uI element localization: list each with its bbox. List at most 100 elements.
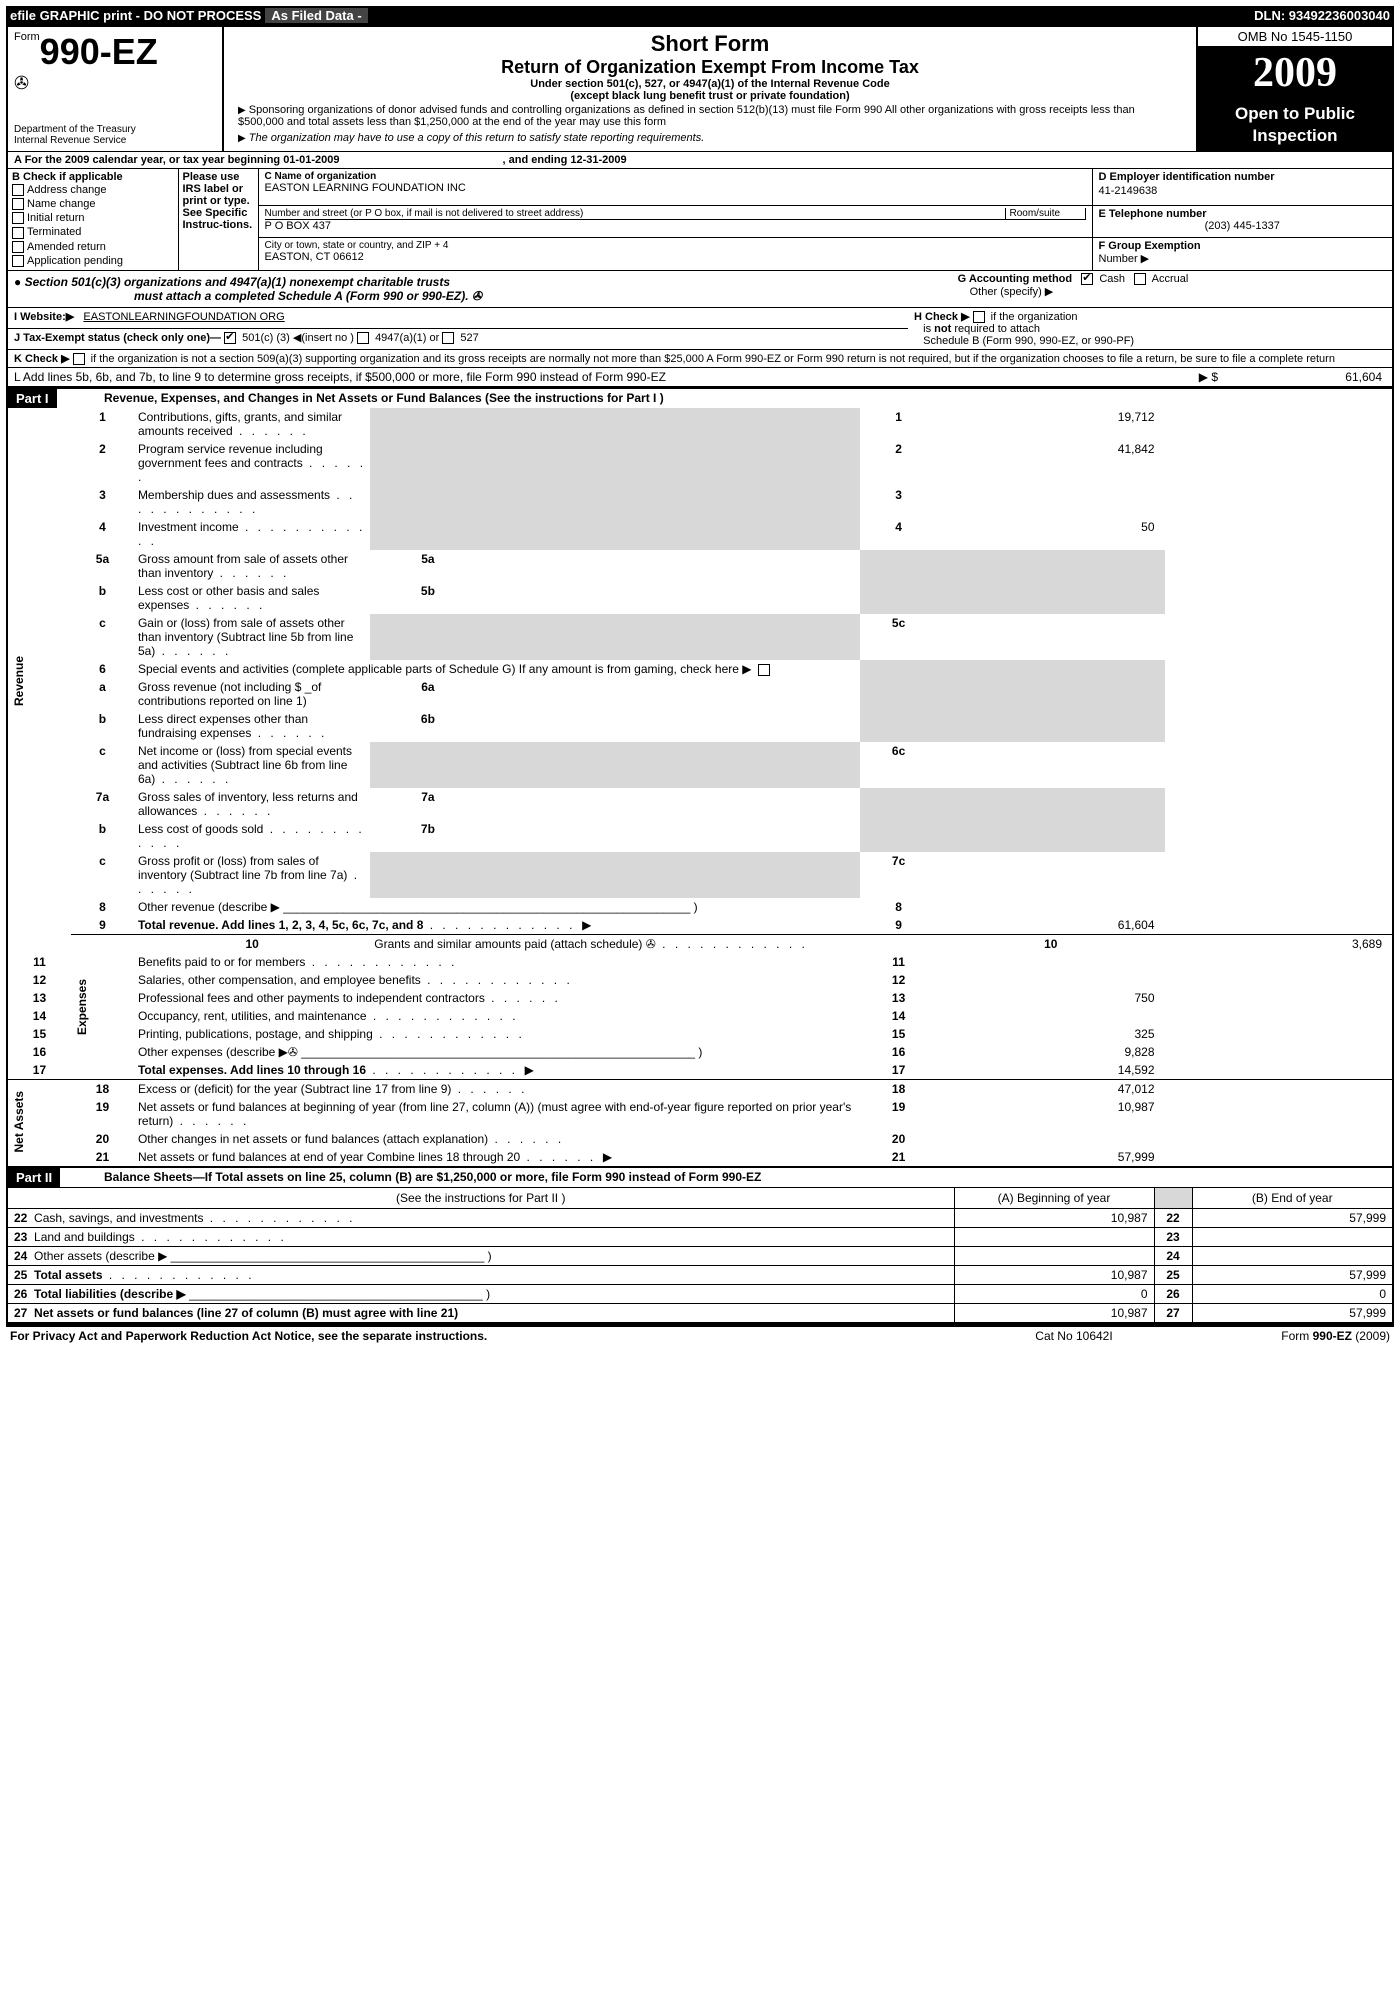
line-14-val xyxy=(937,1007,1164,1025)
line-10-val: 3,689 xyxy=(1165,934,1393,953)
tax-year: 2009 xyxy=(1198,47,1392,99)
line-4-desc: Investment income xyxy=(138,520,239,534)
sponsor-text-2: The organization may have to use a copy … xyxy=(249,132,705,144)
sec501-line2: must attach a completed Schedule A (Form… xyxy=(134,289,469,303)
bs-24-desc: Other assets (describe ▶ xyxy=(34,1249,167,1263)
bs-26-a: 0 xyxy=(954,1284,1154,1303)
line-15-val: 325 xyxy=(937,1025,1164,1043)
bs-23-a xyxy=(954,1227,1154,1246)
part2-desc: Balance Sheets—If Total assets on line 2… xyxy=(98,1167,1392,1187)
lbl-app-pending: Application pending xyxy=(27,255,123,267)
bs-27-a: 10,987 xyxy=(954,1303,1154,1322)
line-18-val: 47,012 xyxy=(937,1079,1164,1098)
l-text: L Add lines 5b, 6b, and 7b, to line 9 to… xyxy=(8,368,1162,387)
lbl-initial-return: Initial return xyxy=(27,212,84,224)
bs-25-desc: Total assets xyxy=(34,1268,102,1282)
side-expenses: Expenses xyxy=(71,934,134,1079)
k-label: K Check ▶ xyxy=(14,353,70,365)
efile-topbar: efile GRAPHIC print - DO NOT PROCESS As … xyxy=(6,6,1394,25)
g-accounting-label: G Accounting method xyxy=(958,273,1072,285)
bs-24-b xyxy=(1192,1246,1392,1265)
line-4-val: 50 xyxy=(937,518,1164,550)
lbl-4947: 4947(a)(1) or xyxy=(375,332,439,344)
privacy-notice: For Privacy Act and Paperwork Reduction … xyxy=(10,1329,487,1343)
sponsor-text-1: Sponsoring organizations of donor advise… xyxy=(238,104,1135,128)
org-city: EASTON, CT 06612 xyxy=(265,251,1086,263)
checkbox-terminated[interactable] xyxy=(12,227,24,239)
checkbox-cash[interactable] xyxy=(1081,273,1093,285)
bs-23-b xyxy=(1192,1227,1392,1246)
k-body: if the organization is not a section 509… xyxy=(91,353,1335,365)
checkbox-accrual[interactable] xyxy=(1134,273,1146,285)
checkbox-527[interactable] xyxy=(442,332,454,344)
lbl-501c3: 501(c) (3) ◀(insert no ) xyxy=(242,332,354,344)
lbl-accrual: Accrual xyxy=(1152,273,1189,285)
line-7c-desc: Gross profit or (loss) from sales of inv… xyxy=(138,854,347,882)
form-pre: Form xyxy=(14,31,40,43)
checkbox-name-change[interactable] xyxy=(12,198,24,210)
f-group-number: Number ▶ xyxy=(1099,253,1150,265)
line-7b-desc: Less cost of goods sold xyxy=(138,822,263,836)
bs-instructions: (See the instructions for Part II ) xyxy=(8,1187,954,1208)
bs-27-desc: Net assets or fund balances (line 27 of … xyxy=(34,1306,458,1320)
line-13-desc: Professional fees and other payments to … xyxy=(138,991,485,1005)
line-2-desc: Program service revenue including govern… xyxy=(138,442,323,470)
d-ein-value: 41-2149638 xyxy=(1099,183,1387,199)
b-check-header: B Check if applicable xyxy=(12,171,123,183)
lbl-amended: Amended return xyxy=(27,241,106,253)
dept-treasury: Department of the Treasury xyxy=(14,124,216,135)
bs-col-b: (B) End of year xyxy=(1192,1187,1392,1208)
line-2-val: 41,842 xyxy=(937,440,1164,486)
dln-label: DLN: 93492236003040 xyxy=(1254,8,1390,23)
bs-27-b: 57,999 xyxy=(1192,1303,1392,1322)
checkbox-address-change[interactable] xyxy=(12,184,24,196)
checkbox-initial-return[interactable] xyxy=(12,212,24,224)
g-other: Other (specify) ▶ xyxy=(958,285,1386,298)
e-phone-label: E Telephone number xyxy=(1099,208,1387,220)
bs-26-desc: Total liabilities (describe ▶ xyxy=(34,1287,186,1301)
checkbox-501c3[interactable] xyxy=(224,332,236,344)
form-number: 990-EZ xyxy=(40,31,158,72)
line-5c-val xyxy=(937,614,1164,660)
line-21-val: 57,999 xyxy=(937,1148,1164,1166)
org-name: EASTON LEARNING FOUNDATION INC xyxy=(265,182,1086,194)
line-9-desc: Total revenue. Add lines 1, 2, 3, 4, 5c,… xyxy=(138,918,423,932)
bs-24-a xyxy=(954,1246,1154,1265)
line-20-val xyxy=(937,1130,1164,1148)
checkbox-app-pending[interactable] xyxy=(12,255,24,267)
checkbox-k[interactable] xyxy=(73,353,85,365)
cat-no: Cat No 10642I xyxy=(974,1326,1174,1345)
part1-header: Part I xyxy=(8,389,57,408)
h-txt1: if the organization xyxy=(991,311,1078,323)
i-website-value: EASTONLEARNINGFOUNDATION ORG xyxy=(83,311,284,323)
efile-label: efile GRAPHIC print - DO NOT PROCESS xyxy=(10,8,261,23)
short-form-title: Short Form xyxy=(234,31,1186,57)
subtitle-2: (except black lung benefit trust or priv… xyxy=(234,90,1186,102)
subtitle-1: Under section 501(c), 527, or 4947(a)(1)… xyxy=(234,78,1186,90)
line-10-desc: Grants and similar amounts paid (attach … xyxy=(374,937,642,951)
city-label: City or town, state or country, and ZIP … xyxy=(265,240,1086,251)
part2-header: Part II xyxy=(8,1168,60,1187)
line-1-val: 19,712 xyxy=(937,408,1164,440)
line-a-ending: , and ending 12-31-2009 xyxy=(503,154,627,166)
checkbox-4947[interactable] xyxy=(357,332,369,344)
bs-25-b: 57,999 xyxy=(1192,1265,1392,1284)
line-6-desc: Special events and activities (complete … xyxy=(138,662,752,676)
j-label: J Tax-Exempt status (check only one)— xyxy=(14,332,221,344)
lbl-cash: Cash xyxy=(1099,273,1125,285)
checkbox-amended[interactable] xyxy=(12,241,24,253)
line-7c-val xyxy=(937,852,1164,898)
line-8-desc: Other revenue (describe ▶ xyxy=(138,900,280,914)
checkbox-h[interactable] xyxy=(973,311,985,323)
line-6c-val xyxy=(937,742,1164,788)
checkbox-gaming[interactable] xyxy=(758,664,770,676)
d-ein-label: D Employer identification number xyxy=(1099,171,1387,183)
lbl-terminated: Terminated xyxy=(27,226,81,238)
h-check-label: H Check ▶ xyxy=(914,311,970,323)
bs-23-desc: Land and buildings xyxy=(34,1230,135,1244)
line-12-val xyxy=(937,971,1164,989)
l-arrow: ▶ $ xyxy=(1162,368,1222,387)
lbl-name-change: Name change xyxy=(27,198,96,210)
line-21-desc: Net assets or fund balances at end of ye… xyxy=(138,1150,520,1164)
line-6a-desc: Gross revenue (not including $ _of contr… xyxy=(134,678,370,710)
